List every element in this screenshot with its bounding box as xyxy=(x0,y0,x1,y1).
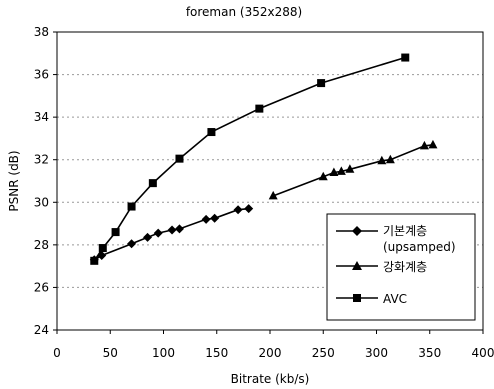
data-point-square xyxy=(111,228,120,237)
data-point-triangle xyxy=(268,190,278,200)
legend: 기본계층 (upsamped) 강화계층 AVC xyxy=(326,213,476,321)
y-tick-label: 28 xyxy=(34,238,49,252)
legend-label-base: 기본계층 xyxy=(383,224,427,238)
y-axis-ticks: 24 26 28 30 32 34 36 38 xyxy=(34,25,57,337)
data-point-triangle xyxy=(336,166,346,175)
x-tick-label: 300 xyxy=(365,346,388,360)
y-tick-label: 24 xyxy=(34,323,49,337)
data-point-diamond xyxy=(167,225,177,235)
data-point-square xyxy=(207,128,216,137)
data-point-diamond xyxy=(143,232,153,242)
data-point-diamond xyxy=(174,224,184,234)
y-tick-label: 32 xyxy=(34,153,49,167)
data-point-square xyxy=(317,79,326,88)
y-tick-label: 26 xyxy=(34,280,49,294)
data-point-triangle xyxy=(345,164,355,173)
data-point-triangle xyxy=(419,140,429,150)
data-point-triangle xyxy=(385,154,395,164)
legend-label-enh: 강화계층 xyxy=(383,260,427,274)
data-point-triangle xyxy=(318,171,328,181)
data-point-diamond xyxy=(233,205,243,215)
x-tick-label: 250 xyxy=(312,346,335,360)
data-point-square xyxy=(127,202,136,211)
series-group xyxy=(89,53,438,265)
legend-label-base-sub: (upsamped) xyxy=(383,240,456,254)
data-point-triangle xyxy=(377,155,387,165)
data-point-square xyxy=(90,256,99,265)
data-point-square xyxy=(401,53,410,62)
data-point-diamond xyxy=(153,228,163,238)
legend-marker-avc xyxy=(353,294,361,302)
x-tick-label: 200 xyxy=(259,346,282,360)
data-point-diamond xyxy=(210,213,220,223)
data-point-square xyxy=(255,104,264,113)
x-tick-label: 0 xyxy=(53,346,61,360)
data-point-diamond xyxy=(127,239,137,249)
x-axis-ticks: 0 50 100 150 200 250 300 350 400 xyxy=(53,330,494,360)
y-tick-label: 30 xyxy=(34,195,49,209)
data-point-square xyxy=(175,154,184,163)
x-tick-label: 350 xyxy=(418,346,441,360)
y-tick-label: 36 xyxy=(34,68,49,82)
data-point-triangle xyxy=(329,167,339,176)
x-tick-label: 50 xyxy=(103,346,118,360)
x-tick-label: 100 xyxy=(152,346,175,360)
x-axis-label: Bitrate (kb/s) xyxy=(231,372,310,386)
x-tick-label: 150 xyxy=(205,346,228,360)
series-line-2 xyxy=(93,56,406,262)
chart-title: foreman (352x288) xyxy=(186,5,302,19)
data-point-triangle xyxy=(428,139,438,149)
y-tick-label: 38 xyxy=(34,25,49,39)
data-point-diamond xyxy=(201,214,211,224)
y-axis-label: PSNR (dB) xyxy=(7,150,21,211)
legend-marker-base xyxy=(352,226,362,236)
legend-marker-enh xyxy=(352,261,362,270)
data-point-diamond xyxy=(244,204,254,214)
data-point-square xyxy=(148,179,157,188)
legend-label-avc: AVC xyxy=(383,292,407,306)
data-point-square xyxy=(98,244,107,253)
y-tick-label: 34 xyxy=(34,110,49,124)
x-tick-label: 400 xyxy=(472,346,494,360)
